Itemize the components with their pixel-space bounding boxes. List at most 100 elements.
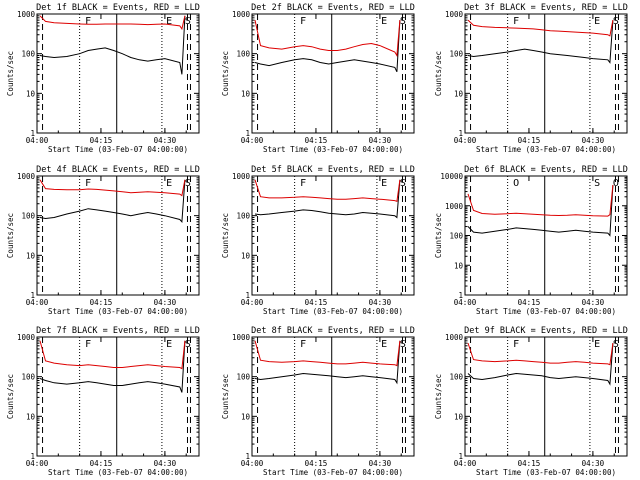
y-tick-label: 1 xyxy=(30,291,35,300)
series-line-lld xyxy=(254,19,401,58)
region-label-e: E xyxy=(594,16,600,27)
x-tick-label: 04:15 xyxy=(518,459,541,468)
y-tick-label: 100 xyxy=(236,50,250,59)
plot-frame xyxy=(36,175,200,296)
series-line-events xyxy=(467,343,614,386)
region-label-e: E xyxy=(594,339,600,350)
chart-title: Det 6f BLACK = Events, RED = LLD xyxy=(464,165,628,175)
region-label-f: F xyxy=(85,178,91,189)
region-label-s: S xyxy=(185,178,191,189)
y-tick-label: 1000 xyxy=(445,10,464,19)
y-tick-label: 100 xyxy=(449,50,463,59)
y-tick-label: 10 xyxy=(454,261,464,270)
x-tick-label: 04:15 xyxy=(90,136,113,145)
x-tick-label: 04:00 xyxy=(26,459,49,468)
plot-frame xyxy=(464,175,628,296)
y-axis-label: Counts/sec xyxy=(434,374,443,419)
x-tick-label: 04:00 xyxy=(241,459,264,468)
x-tick-label: 04:15 xyxy=(90,459,113,468)
chart-panel-3: Det 3f BLACK = Events, RED = LLD 1 10 100 10… xyxy=(434,3,628,154)
plot-frame xyxy=(251,175,415,296)
x-axis-label: Start Time (03-Feb-07 04:00:00) xyxy=(48,468,188,477)
series-line-events xyxy=(39,340,186,393)
series-line-lld xyxy=(254,340,401,367)
chart-panel-5: Det 5f BLACK = Events, RED = LLD 1 10 100 10… xyxy=(221,165,415,316)
chart-panel-7: Det 7f BLACK = Events, RED = LLD 1 10 100 10… xyxy=(6,326,200,477)
series-line-events xyxy=(39,15,186,75)
region-label-f: F xyxy=(513,16,519,27)
y-axis-label: Counts/sec xyxy=(434,213,443,258)
y-tick-label: 100 xyxy=(236,373,250,382)
y-tick-label: 10 xyxy=(454,412,464,421)
y-tick-label: 10 xyxy=(454,89,464,98)
x-axis-label: Start Time (03-Feb-07 04:00:00) xyxy=(48,145,188,154)
x-tick-label: 04:00 xyxy=(26,136,49,145)
plot-frame xyxy=(464,13,628,134)
x-axis-label: Start Time (03-Feb-07 04:00:00) xyxy=(263,145,403,154)
plot-frame xyxy=(251,336,415,457)
y-tick-label: 100 xyxy=(236,212,250,221)
series-line-lld xyxy=(467,342,614,366)
x-tick-label: 04:15 xyxy=(305,459,328,468)
region-label-s: S xyxy=(613,16,619,27)
x-tick-label: 04:15 xyxy=(518,298,541,307)
y-tick-label: 1000 xyxy=(17,333,36,342)
y-tick-label: 1000 xyxy=(232,333,251,342)
y-tick-label: 10 xyxy=(26,89,36,98)
y-tick-label: 10 xyxy=(241,412,251,421)
x-tick-label: 04:30 xyxy=(154,298,177,307)
y-tick-label: 1 xyxy=(245,129,250,138)
x-tick-label: 04:15 xyxy=(305,136,328,145)
region-label-s: S xyxy=(400,339,406,350)
x-tick-label: 04:30 xyxy=(369,459,392,468)
y-axis-label: Counts/sec xyxy=(434,51,443,96)
region-label-e: E xyxy=(166,339,172,350)
region-label-s: S xyxy=(594,178,600,189)
y-tick-label: 1000 xyxy=(445,333,464,342)
x-tick-label: 04:00 xyxy=(454,298,477,307)
chart-title: Det 2f BLACK = Events, RED = LLD xyxy=(251,3,415,13)
chart-panel-8: Det 8f BLACK = Events, RED = LLD 1 10 100 10… xyxy=(221,326,415,477)
y-tick-label: 10 xyxy=(26,251,36,260)
chart-title: Det 1f BLACK = Events, RED = LLD xyxy=(36,3,200,13)
y-axis-label: Counts/sec xyxy=(6,51,15,96)
region-label-f: F xyxy=(85,339,91,350)
series-line-lld xyxy=(467,19,614,37)
x-tick-label: 04:30 xyxy=(369,298,392,307)
x-axis-label: Start Time (03-Feb-07 04:00:00) xyxy=(263,307,403,316)
region-label-e: E xyxy=(381,16,387,27)
series-line-lld xyxy=(39,340,186,370)
chart-title: Det 5f BLACK = Events, RED = LLD xyxy=(251,165,415,175)
y-tick-label: 1 xyxy=(245,452,250,461)
y-tick-label: 1 xyxy=(458,291,463,300)
y-tick-label: 1000 xyxy=(17,172,36,181)
y-tick-label: 10 xyxy=(241,89,251,98)
chart-title: Det 4f BLACK = Events, RED = LLD xyxy=(36,165,200,175)
y-tick-label: 1 xyxy=(458,452,463,461)
region-label-f: F xyxy=(300,16,306,27)
series-line-events xyxy=(254,340,401,385)
region-label-o: O xyxy=(513,178,519,189)
series-line-events xyxy=(467,184,614,237)
x-tick-label: 04:15 xyxy=(305,298,328,307)
plot-frame xyxy=(251,13,415,134)
x-tick-label: 04:30 xyxy=(582,459,605,468)
chart-panel-2: Det 2f BLACK = Events, RED = LLD 1 10 100 10… xyxy=(221,3,415,154)
x-axis-label: Start Time (03-Feb-07 04:00:00) xyxy=(263,468,403,477)
x-tick-label: 04:00 xyxy=(454,136,477,145)
y-tick-label: 100 xyxy=(449,373,463,382)
x-tick-label: 04:30 xyxy=(154,136,177,145)
y-tick-label: 1 xyxy=(30,129,35,138)
x-axis-label: Start Time (03-Feb-07 04:00:00) xyxy=(476,145,616,154)
region-label-s: S xyxy=(400,178,406,189)
y-tick-label: 100 xyxy=(449,232,463,241)
y-tick-label: 10 xyxy=(241,251,251,260)
series-line-events xyxy=(39,179,186,223)
y-axis-label: Counts/sec xyxy=(221,213,230,258)
chart-title: Det 9f BLACK = Events, RED = LLD xyxy=(464,326,628,336)
series-line-lld xyxy=(254,179,401,202)
region-label-e: E xyxy=(381,178,387,189)
x-axis-label: Start Time (03-Feb-07 04:00:00) xyxy=(476,307,616,316)
y-tick-label: 1 xyxy=(245,291,250,300)
region-label-e: E xyxy=(166,16,172,27)
